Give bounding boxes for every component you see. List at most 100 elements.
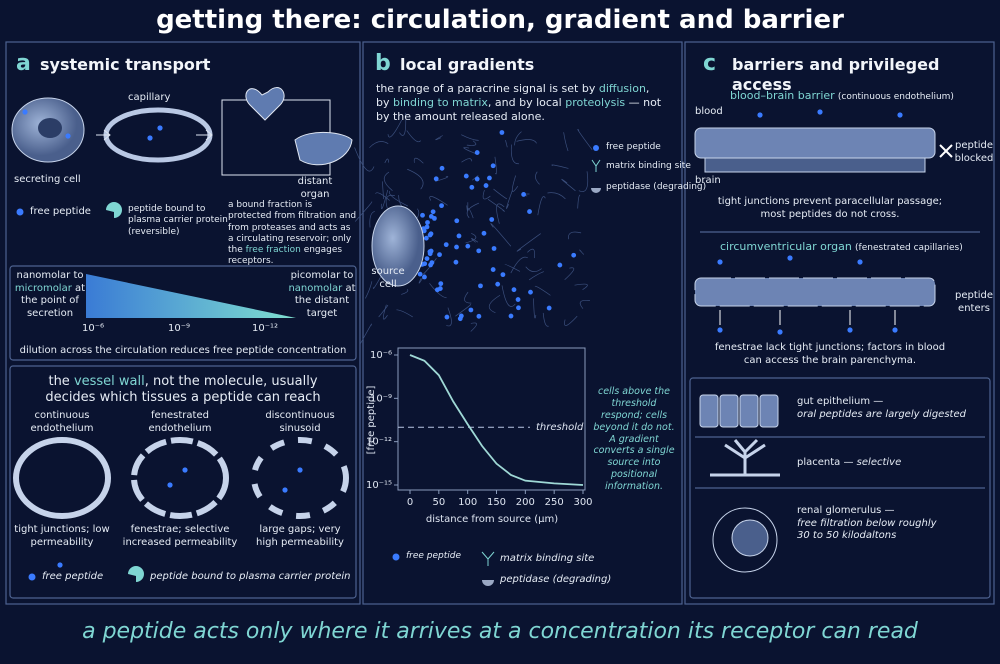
- peptide-dot: [476, 248, 482, 254]
- source-cell: [371, 205, 425, 287]
- matrix-fiber: [564, 267, 575, 281]
- peptide-dot: [454, 244, 459, 250]
- x-tick-label: 200: [516, 497, 535, 508]
- peptide-dot: [527, 209, 532, 214]
- x-tick-label: 0: [407, 497, 413, 508]
- peptide-dot: [465, 243, 471, 249]
- peptide-dot: [777, 329, 783, 335]
- y-tick-label: 10⁻¹²: [366, 437, 392, 448]
- peptide-dot: [433, 176, 439, 182]
- label: distant organ: [297, 176, 333, 200]
- peptide-dot: [420, 212, 425, 218]
- matrix-fiber: [466, 202, 480, 219]
- peptide-dot: [438, 281, 444, 287]
- text: (continuous endothelium): [837, 92, 954, 102]
- peptide-dot: [468, 307, 474, 313]
- peptide-dot: [456, 233, 462, 239]
- organ: [294, 131, 353, 166]
- peptide-dot: [434, 287, 440, 293]
- text: the: [48, 374, 74, 389]
- x-tick-label: 100: [458, 497, 477, 508]
- label: peptide blocked: [954, 140, 994, 164]
- matrix-fiber: [482, 189, 491, 200]
- legend-pac: [591, 188, 601, 193]
- matrix-fiber: [467, 207, 474, 219]
- panel-letter: a: [16, 51, 31, 76]
- capillary: [103, 107, 213, 163]
- matrix-fiber: [406, 130, 421, 143]
- matrix-fiber: [466, 202, 469, 212]
- peptide-dot: [422, 261, 428, 267]
- legend-dot: [392, 553, 400, 561]
- legend-carrier: [106, 202, 122, 218]
- peptide-dot: [476, 313, 482, 319]
- vessel-heading: the vessel wall, not the molecule, usual…: [30, 374, 336, 407]
- title-text: getting there: circulation, gradient and…: [156, 5, 844, 35]
- gradient-box: [9, 265, 357, 361]
- highlight: vessel wall: [73, 374, 145, 389]
- peptide-dot: [57, 562, 63, 568]
- matrix-fiber: [407, 168, 424, 190]
- matrix-fiber: [465, 232, 477, 244]
- peptide-dot: [182, 467, 188, 473]
- matrix-fiber: [514, 131, 522, 146]
- matrix-fiber: [455, 304, 472, 317]
- x-axis-label: distance from source (µm): [426, 514, 558, 525]
- arrows: [96, 129, 213, 141]
- gradient-tick: 10⁻⁶: [82, 323, 105, 334]
- panel-letter: c: [703, 51, 717, 76]
- matrix-fiber: [578, 171, 589, 192]
- peptide-dot: [499, 130, 505, 135]
- plot-frame: [397, 347, 586, 491]
- peptide-dot: [483, 183, 489, 188]
- peptide-dot: [463, 173, 469, 179]
- gradient-tick: 10⁻¹²: [252, 323, 279, 334]
- peptide-dot: [717, 327, 723, 333]
- peptide-dot: [454, 218, 460, 224]
- peptide-dot: [490, 163, 496, 169]
- title: getting there: circulation, gradient and…: [0, 4, 1000, 37]
- legend-text: free peptide: [606, 142, 661, 152]
- legend-text: free peptide: [42, 571, 104, 582]
- peptide-dot: [481, 230, 487, 236]
- peptide-dot: [521, 192, 527, 197]
- matrix-fiber: [542, 312, 549, 327]
- caption: tight junctions prevent paracellular pas…: [717, 196, 943, 220]
- text: (fenestrated capillaries): [855, 243, 963, 253]
- matrix-fiber: [429, 196, 448, 206]
- nucleus: [38, 118, 62, 138]
- matrix-fiber: [525, 266, 542, 272]
- peptide-dot: [422, 274, 427, 280]
- tissue-icons: [699, 394, 780, 573]
- label: peptide enters: [954, 290, 994, 314]
- highlight: circumventricular organ: [720, 240, 852, 253]
- matrix-fiber: [579, 299, 590, 309]
- tissue-name: gut epithelium —: [797, 396, 884, 407]
- peptide-dot: [423, 235, 429, 241]
- peptide-dot: [491, 246, 497, 251]
- matrix-fiber: [471, 238, 479, 243]
- matrix-fiber: [399, 112, 407, 136]
- matrix-fiber: [385, 194, 395, 209]
- legend-text: peptidase (degrading): [500, 574, 612, 585]
- matrix-fiber: [398, 195, 403, 207]
- matrix-fiber: [369, 141, 389, 148]
- legend-y: [481, 551, 495, 566]
- legend-pac: [482, 580, 494, 586]
- matrix-fiber: [534, 285, 551, 296]
- peptide-dot: [500, 272, 506, 278]
- matrix-fiber: [564, 315, 578, 326]
- matrix-fiber: [422, 258, 437, 275]
- tissue-note: selective: [856, 457, 902, 468]
- peptide-dot: [439, 203, 444, 209]
- cvo-title: circumventricular organ (fenestrated cap…: [720, 240, 963, 255]
- vessel-note: tight junctions; low permeability: [14, 524, 110, 548]
- panel-heading: systemic transport: [40, 55, 211, 74]
- matrix-fiber: [568, 231, 582, 240]
- vessel-type: discontinuous sinusoid: [265, 410, 335, 434]
- note: a bound fraction is protected from filtr…: [228, 200, 358, 268]
- vessel-rings: [13, 437, 349, 519]
- note-part: engages receptors.: [228, 245, 343, 267]
